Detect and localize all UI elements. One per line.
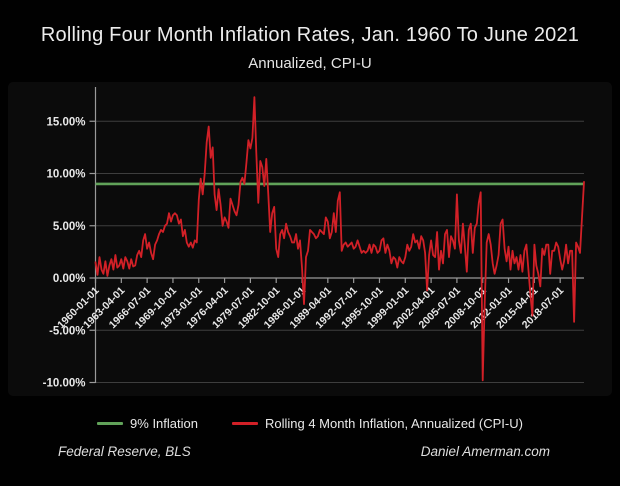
source-credit: Federal Reserve, BLS	[58, 444, 191, 459]
red-line-swatch	[231, 421, 258, 425]
y-tick-label: 10.00%	[46, 169, 85, 181]
footer: Federal Reserve, BLS Daniel Amerman.com	[0, 444, 620, 459]
legend-item-rolling-inflation: Rolling 4 Month Inflation, Annualized (C…	[231, 415, 523, 431]
y-tick-label: -10.00%	[43, 378, 86, 390]
legend-label-rolling: Rolling 4 Month Inflation, Annualized (C…	[264, 415, 523, 431]
legend-label-9pct: 9% Inflation	[130, 415, 198, 431]
legend: 9% Inflation Rolling 4 Month Inflation, …	[0, 412, 620, 434]
y-tick-label: 5.00%	[53, 221, 86, 233]
y-tick-label: 0.00%	[53, 273, 86, 285]
site-credit: Daniel Amerman.com	[420, 444, 550, 459]
chart-title: Rolling Four Month Inflation Rates, Jan.…	[40, 24, 580, 46]
y-tick-label: 15.00%	[46, 116, 85, 128]
legend-item-9pct-inflation: 9% Inflation	[97, 416, 198, 431]
chart-subtitle: Annualized, CPI-U	[248, 55, 372, 72]
inflation-series-line	[94, 96, 585, 382]
y-tick-label: -5.00%	[49, 325, 85, 337]
green-line-swatch	[97, 421, 124, 425]
